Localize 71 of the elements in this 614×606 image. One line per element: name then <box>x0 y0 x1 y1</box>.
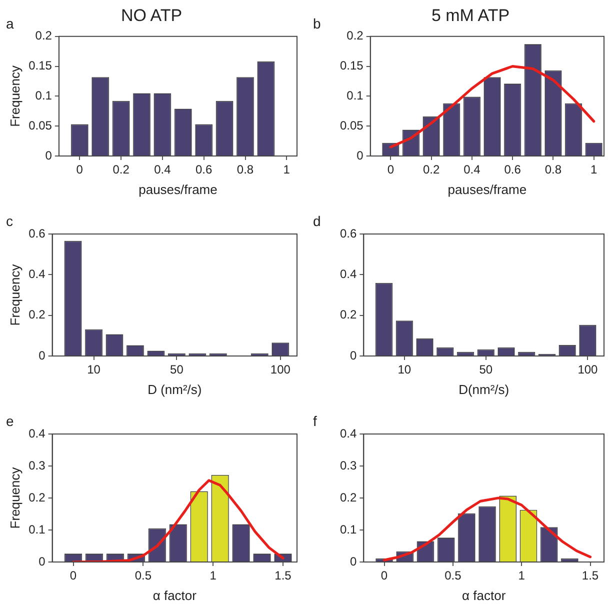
x-tick-label: 1 <box>590 162 598 177</box>
x-tick-label: 10 <box>87 362 101 377</box>
y-tick-label: 0.2 <box>346 28 364 43</box>
x-tick-label: 50 <box>170 362 184 377</box>
x-axis-title: α factor <box>462 588 506 603</box>
text: f <box>313 413 317 429</box>
y-tick-label: 0.15 <box>340 58 364 73</box>
y-tick-label: 0.1 <box>340 522 357 536</box>
y-tick-label: 0.15 <box>28 58 52 73</box>
x-tick-label: 0 <box>387 162 394 177</box>
x-axis-title: pauses/frame <box>448 182 527 197</box>
x-tick-label: 0 <box>380 568 388 583</box>
chart-title: NO ATP <box>120 6 182 25</box>
y-tick-label: 0.2 <box>28 308 46 322</box>
x-tick-label: 50 <box>479 362 493 377</box>
x-tick-label: 0.2 <box>112 162 130 177</box>
x-tick-label: 0.8 <box>236 162 254 177</box>
y-tick-label: 0.1 <box>346 88 364 103</box>
y-tick-label: 0.3 <box>28 458 46 472</box>
y-tick-label: 0.4 <box>28 426 46 440</box>
x-tick-label: 1 <box>518 568 526 583</box>
y-tick-label: 0 <box>350 554 357 568</box>
x-tick-label: 100 <box>578 362 598 377</box>
y-axis-title: Frequency <box>7 466 22 529</box>
text: e <box>6 413 14 429</box>
y-axis-title: Frequency <box>7 64 22 127</box>
y-axis-title: Frequency <box>7 264 22 326</box>
y-tick-label: 0 <box>38 348 46 362</box>
x-tick-label: 10 <box>398 362 412 377</box>
x-tick-label: 0.6 <box>504 162 522 177</box>
text: b <box>313 15 321 32</box>
x-tick-label: 0.4 <box>464 162 481 177</box>
x-axis-title: D (nm²/s) <box>148 382 202 397</box>
x-tick-label: 1 <box>283 162 290 177</box>
y-tick-label: 0.05 <box>28 118 52 132</box>
x-tick-label: 0.5 <box>444 568 462 583</box>
x-tick-label: 0.4 <box>154 162 172 177</box>
x-tick-label: 0.5 <box>134 568 152 583</box>
y-tick-label: 0.1 <box>28 522 46 536</box>
x-axis-title: pauses/frame <box>138 182 218 197</box>
x-tick-label: 0 <box>76 162 84 177</box>
y-tick-label: 0.2 <box>28 490 46 504</box>
text: a <box>6 15 14 32</box>
x-tick-label: 1.5 <box>274 568 292 583</box>
y-tick-label: 0 <box>45 148 52 162</box>
y-tick-label: 0 <box>38 554 46 568</box>
chart-title: 5 mM ATP <box>431 6 510 25</box>
y-tick-label: 0.6 <box>340 226 357 240</box>
x-tick-label: 0.6 <box>196 162 213 177</box>
y-tick-label: 0.6 <box>28 226 46 240</box>
x-tick-label: 1.5 <box>582 568 599 583</box>
x-tick-label: 0 <box>70 568 77 583</box>
y-tick-label: 0.2 <box>340 308 357 322</box>
text: c <box>6 213 13 229</box>
y-tick-label: 0 <box>356 148 364 162</box>
text: d <box>313 213 321 229</box>
y-tick-label: 0.05 <box>340 118 364 132</box>
x-tick-label: 0.2 <box>422 162 440 177</box>
x-axis-title: α factor <box>152 588 198 603</box>
x-tick-label: 1 <box>210 568 217 583</box>
y-tick-label: 0.3 <box>340 458 357 472</box>
x-axis-title: D(nm²/s) <box>458 382 510 397</box>
y-tick-label: 0.4 <box>28 266 46 281</box>
y-tick-label: 0.2 <box>35 28 52 43</box>
y-tick-label: 0.1 <box>35 88 52 103</box>
y-tick-label: 0 <box>350 348 357 362</box>
x-tick-label: 0.8 <box>544 162 562 177</box>
y-tick-label: 0.2 <box>340 490 357 504</box>
x-tick-label: 100 <box>270 362 291 377</box>
y-tick-label: 0.4 <box>340 426 357 440</box>
y-tick-label: 0.4 <box>340 266 357 281</box>
